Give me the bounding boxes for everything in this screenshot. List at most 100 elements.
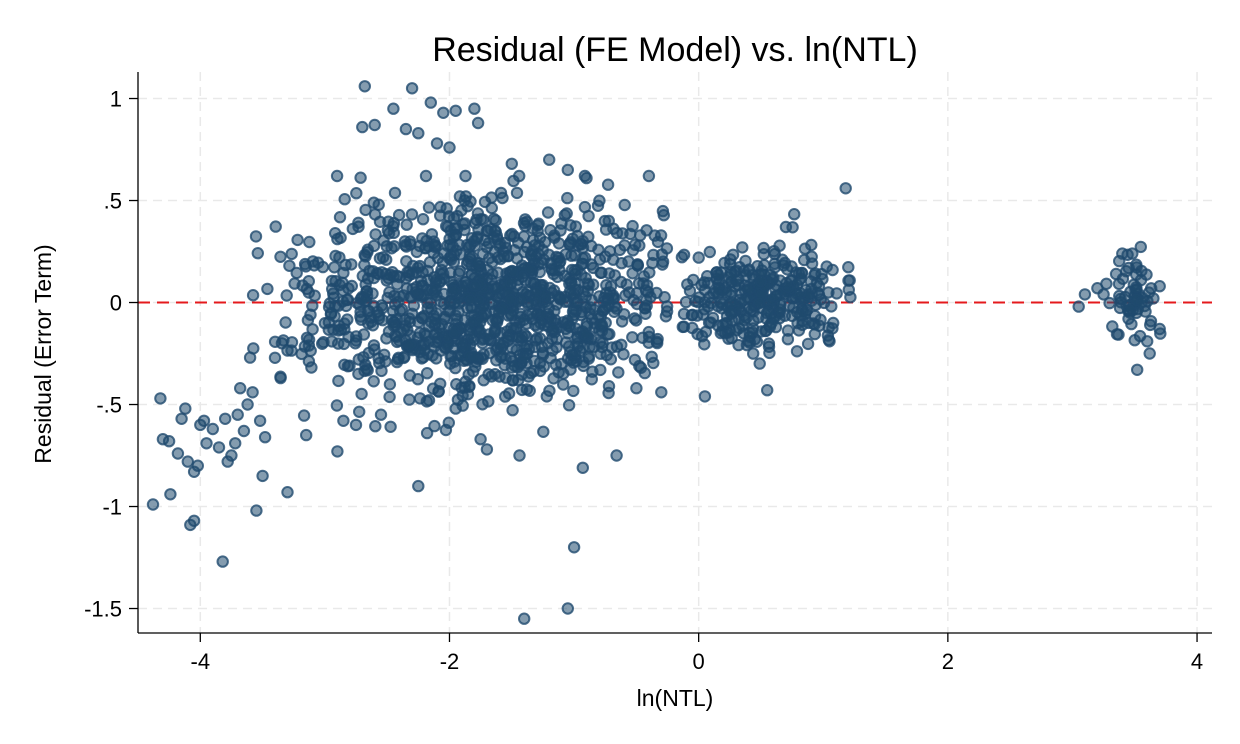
data-point xyxy=(513,449,526,462)
data-point xyxy=(485,370,498,383)
data-point xyxy=(703,245,716,259)
data-point xyxy=(291,233,304,247)
data-point xyxy=(268,351,282,364)
data-point xyxy=(1134,240,1148,254)
data-point xyxy=(624,227,637,241)
data-point xyxy=(562,399,576,412)
data-point xyxy=(583,340,596,354)
data-point xyxy=(839,182,852,195)
data-point xyxy=(747,314,760,327)
data-point xyxy=(657,209,670,222)
data-point xyxy=(403,393,416,406)
data-point xyxy=(614,275,628,289)
data-point xyxy=(387,216,401,230)
data-point xyxy=(449,104,462,118)
data-point xyxy=(317,336,330,349)
data-point xyxy=(763,318,777,332)
data-point xyxy=(302,339,316,352)
data-point xyxy=(660,242,674,255)
data-point xyxy=(779,220,793,234)
data-point xyxy=(647,248,660,262)
data-point xyxy=(452,297,465,310)
data-point xyxy=(798,253,811,267)
data-point xyxy=(537,425,550,438)
data-point xyxy=(459,169,472,183)
data-point xyxy=(476,247,490,261)
data-point xyxy=(361,246,374,259)
data-point xyxy=(405,82,419,95)
data-point xyxy=(642,169,656,183)
data-point xyxy=(331,232,344,246)
data-point xyxy=(369,228,382,241)
data-point xyxy=(563,285,577,298)
data-point xyxy=(447,284,461,297)
data-point xyxy=(360,285,373,298)
data-point xyxy=(686,321,699,335)
data-point xyxy=(600,286,613,300)
data-point xyxy=(769,290,782,303)
data-point xyxy=(399,122,413,136)
data-point xyxy=(598,214,611,228)
data-point xyxy=(225,449,238,462)
data-point xyxy=(336,295,349,308)
data-point xyxy=(576,252,589,265)
data-point xyxy=(761,384,774,397)
data-point xyxy=(448,326,461,339)
data-point xyxy=(557,378,570,391)
data-point xyxy=(382,272,395,285)
data-point xyxy=(736,241,749,254)
data-point xyxy=(1078,288,1092,301)
x-tick-label: 0 xyxy=(693,649,705,674)
data-point xyxy=(1103,296,1116,310)
data-point xyxy=(760,306,774,320)
data-point xyxy=(809,298,822,312)
data-point xyxy=(489,225,502,238)
data-point xyxy=(628,353,642,367)
data-point xyxy=(566,312,579,325)
data-point xyxy=(639,307,652,320)
data-point xyxy=(323,297,336,310)
data-point xyxy=(281,486,294,499)
data-point xyxy=(281,344,294,357)
data-point xyxy=(510,186,524,200)
x-tick-label: 4 xyxy=(1191,649,1203,674)
data-point xyxy=(626,244,640,257)
data-point xyxy=(781,333,795,346)
data-point xyxy=(234,382,247,395)
data-point xyxy=(685,309,699,322)
data-point xyxy=(200,437,213,450)
data-point xyxy=(536,243,549,257)
data-point xyxy=(303,235,316,249)
data-point xyxy=(822,286,835,299)
data-point xyxy=(455,336,468,350)
data-point xyxy=(268,335,282,348)
y-tick-label: 1 xyxy=(110,87,122,112)
data-point xyxy=(724,268,737,281)
data-point xyxy=(367,339,381,352)
data-point xyxy=(229,437,242,450)
data-point xyxy=(450,378,463,391)
data-point xyxy=(428,419,441,433)
data-point xyxy=(595,340,609,354)
data-point xyxy=(469,279,482,293)
data-point xyxy=(492,306,506,319)
data-point xyxy=(506,374,520,387)
data-point xyxy=(844,291,857,304)
data-point xyxy=(512,236,525,249)
x-tick-label: -4 xyxy=(191,649,211,674)
data-point xyxy=(747,347,760,360)
data-point xyxy=(280,289,293,302)
data-point xyxy=(1112,328,1125,341)
y-tick-label: -1.5 xyxy=(84,597,122,622)
data-point xyxy=(400,218,413,231)
data-point xyxy=(541,206,555,219)
data-point xyxy=(412,479,425,493)
data-point xyxy=(379,355,392,368)
data-point xyxy=(424,96,437,109)
data-point xyxy=(343,359,356,372)
data-point xyxy=(476,398,489,411)
data-point xyxy=(403,369,416,382)
data-point xyxy=(403,315,417,329)
data-point xyxy=(1109,267,1123,281)
data-point xyxy=(526,307,539,320)
